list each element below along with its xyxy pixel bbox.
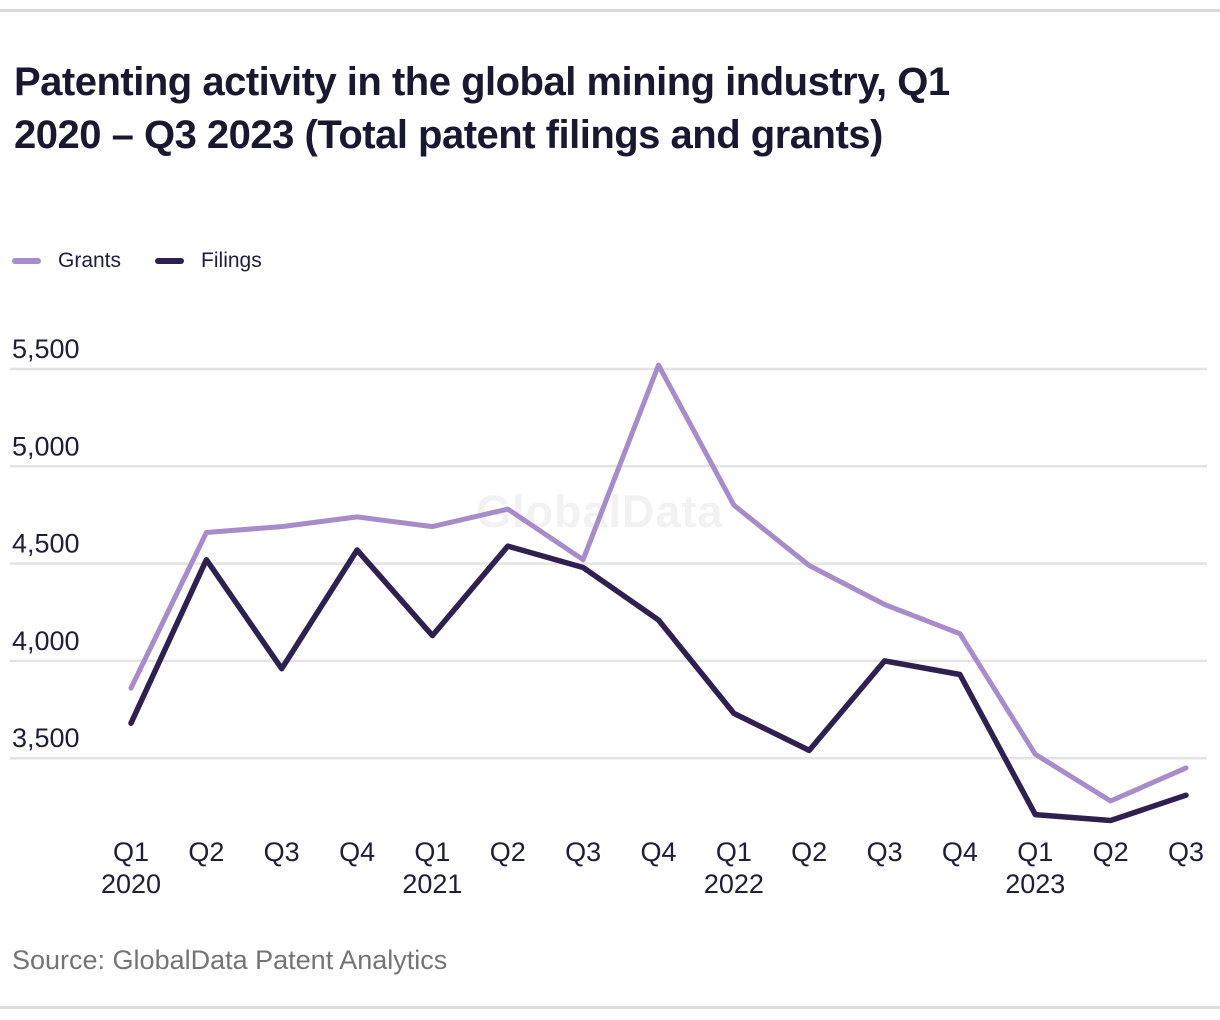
legend-label-filings: Filings: [201, 249, 262, 272]
x-tick-label: Q4: [339, 837, 375, 867]
y-tick-label: 4,000: [12, 626, 80, 656]
x-tick-label: Q2: [188, 837, 224, 867]
chart-legend: Grants Filings: [12, 249, 262, 273]
y-tick-label: 4,500: [12, 529, 80, 559]
x-tick-label: Q1: [716, 837, 752, 867]
year-label: 2020: [101, 869, 161, 899]
x-tick-label: Q4: [640, 837, 676, 867]
filings-line-swatch-icon: [155, 258, 185, 264]
x-tick-label: Q3: [264, 837, 300, 867]
series-line-filings: [128, 543, 1189, 824]
year-label: 2023: [1005, 869, 1065, 899]
x-tick-label: Q3: [867, 837, 903, 867]
x-tick-label: Q2: [490, 837, 526, 867]
top-border: [0, 9, 1220, 12]
source-text: Source: GlobalData Patent Analytics: [12, 945, 448, 975]
page-title-line-2: 2020 – Q3 2023 (Total patent filings and…: [14, 113, 883, 157]
y-tick-label: 5,500: [12, 334, 80, 364]
page-title: Patenting activity in the global mining …: [14, 56, 1204, 162]
legend-label-grants: Grants: [58, 249, 122, 272]
chart-area: 3,500 4,000 4,500 5,000 5,500 Q1 Q2 Q3 Q4 Q1 Q2 Q3 Q…: [0, 330, 1220, 910]
x-tick-label: Q3: [565, 837, 601, 867]
bottom-border: [0, 1006, 1220, 1009]
year-label: 2021: [402, 869, 462, 899]
series-line-grants: [128, 362, 1189, 804]
x-tick-label: Q2: [791, 837, 827, 867]
y-tick-label: 3,500: [12, 723, 80, 753]
x-tick-label: Q1: [1017, 837, 1053, 867]
chart-canvas: 3,500 4,000 4,500 5,000 5,500 Q1 Q2 Q3 Q4 Q1 Q2 Q3 Q…: [10, 334, 1207, 899]
page-title-line-1: Patenting activity in the global mining …: [14, 60, 950, 104]
x-tick-label: Q3: [1168, 837, 1204, 867]
y-tick-label: 5,000: [12, 431, 80, 461]
x-tick-label: Q2: [1093, 837, 1129, 867]
x-tick-label: Q4: [942, 837, 978, 867]
legend-item-grants: Grants: [12, 249, 121, 273]
legend-item-filings: Filings: [155, 249, 262, 273]
year-label: 2022: [704, 869, 764, 899]
grants-line-swatch-icon: [12, 258, 41, 264]
x-tick-label: Q1: [414, 837, 450, 867]
x-tick-label: Q1: [113, 837, 149, 867]
